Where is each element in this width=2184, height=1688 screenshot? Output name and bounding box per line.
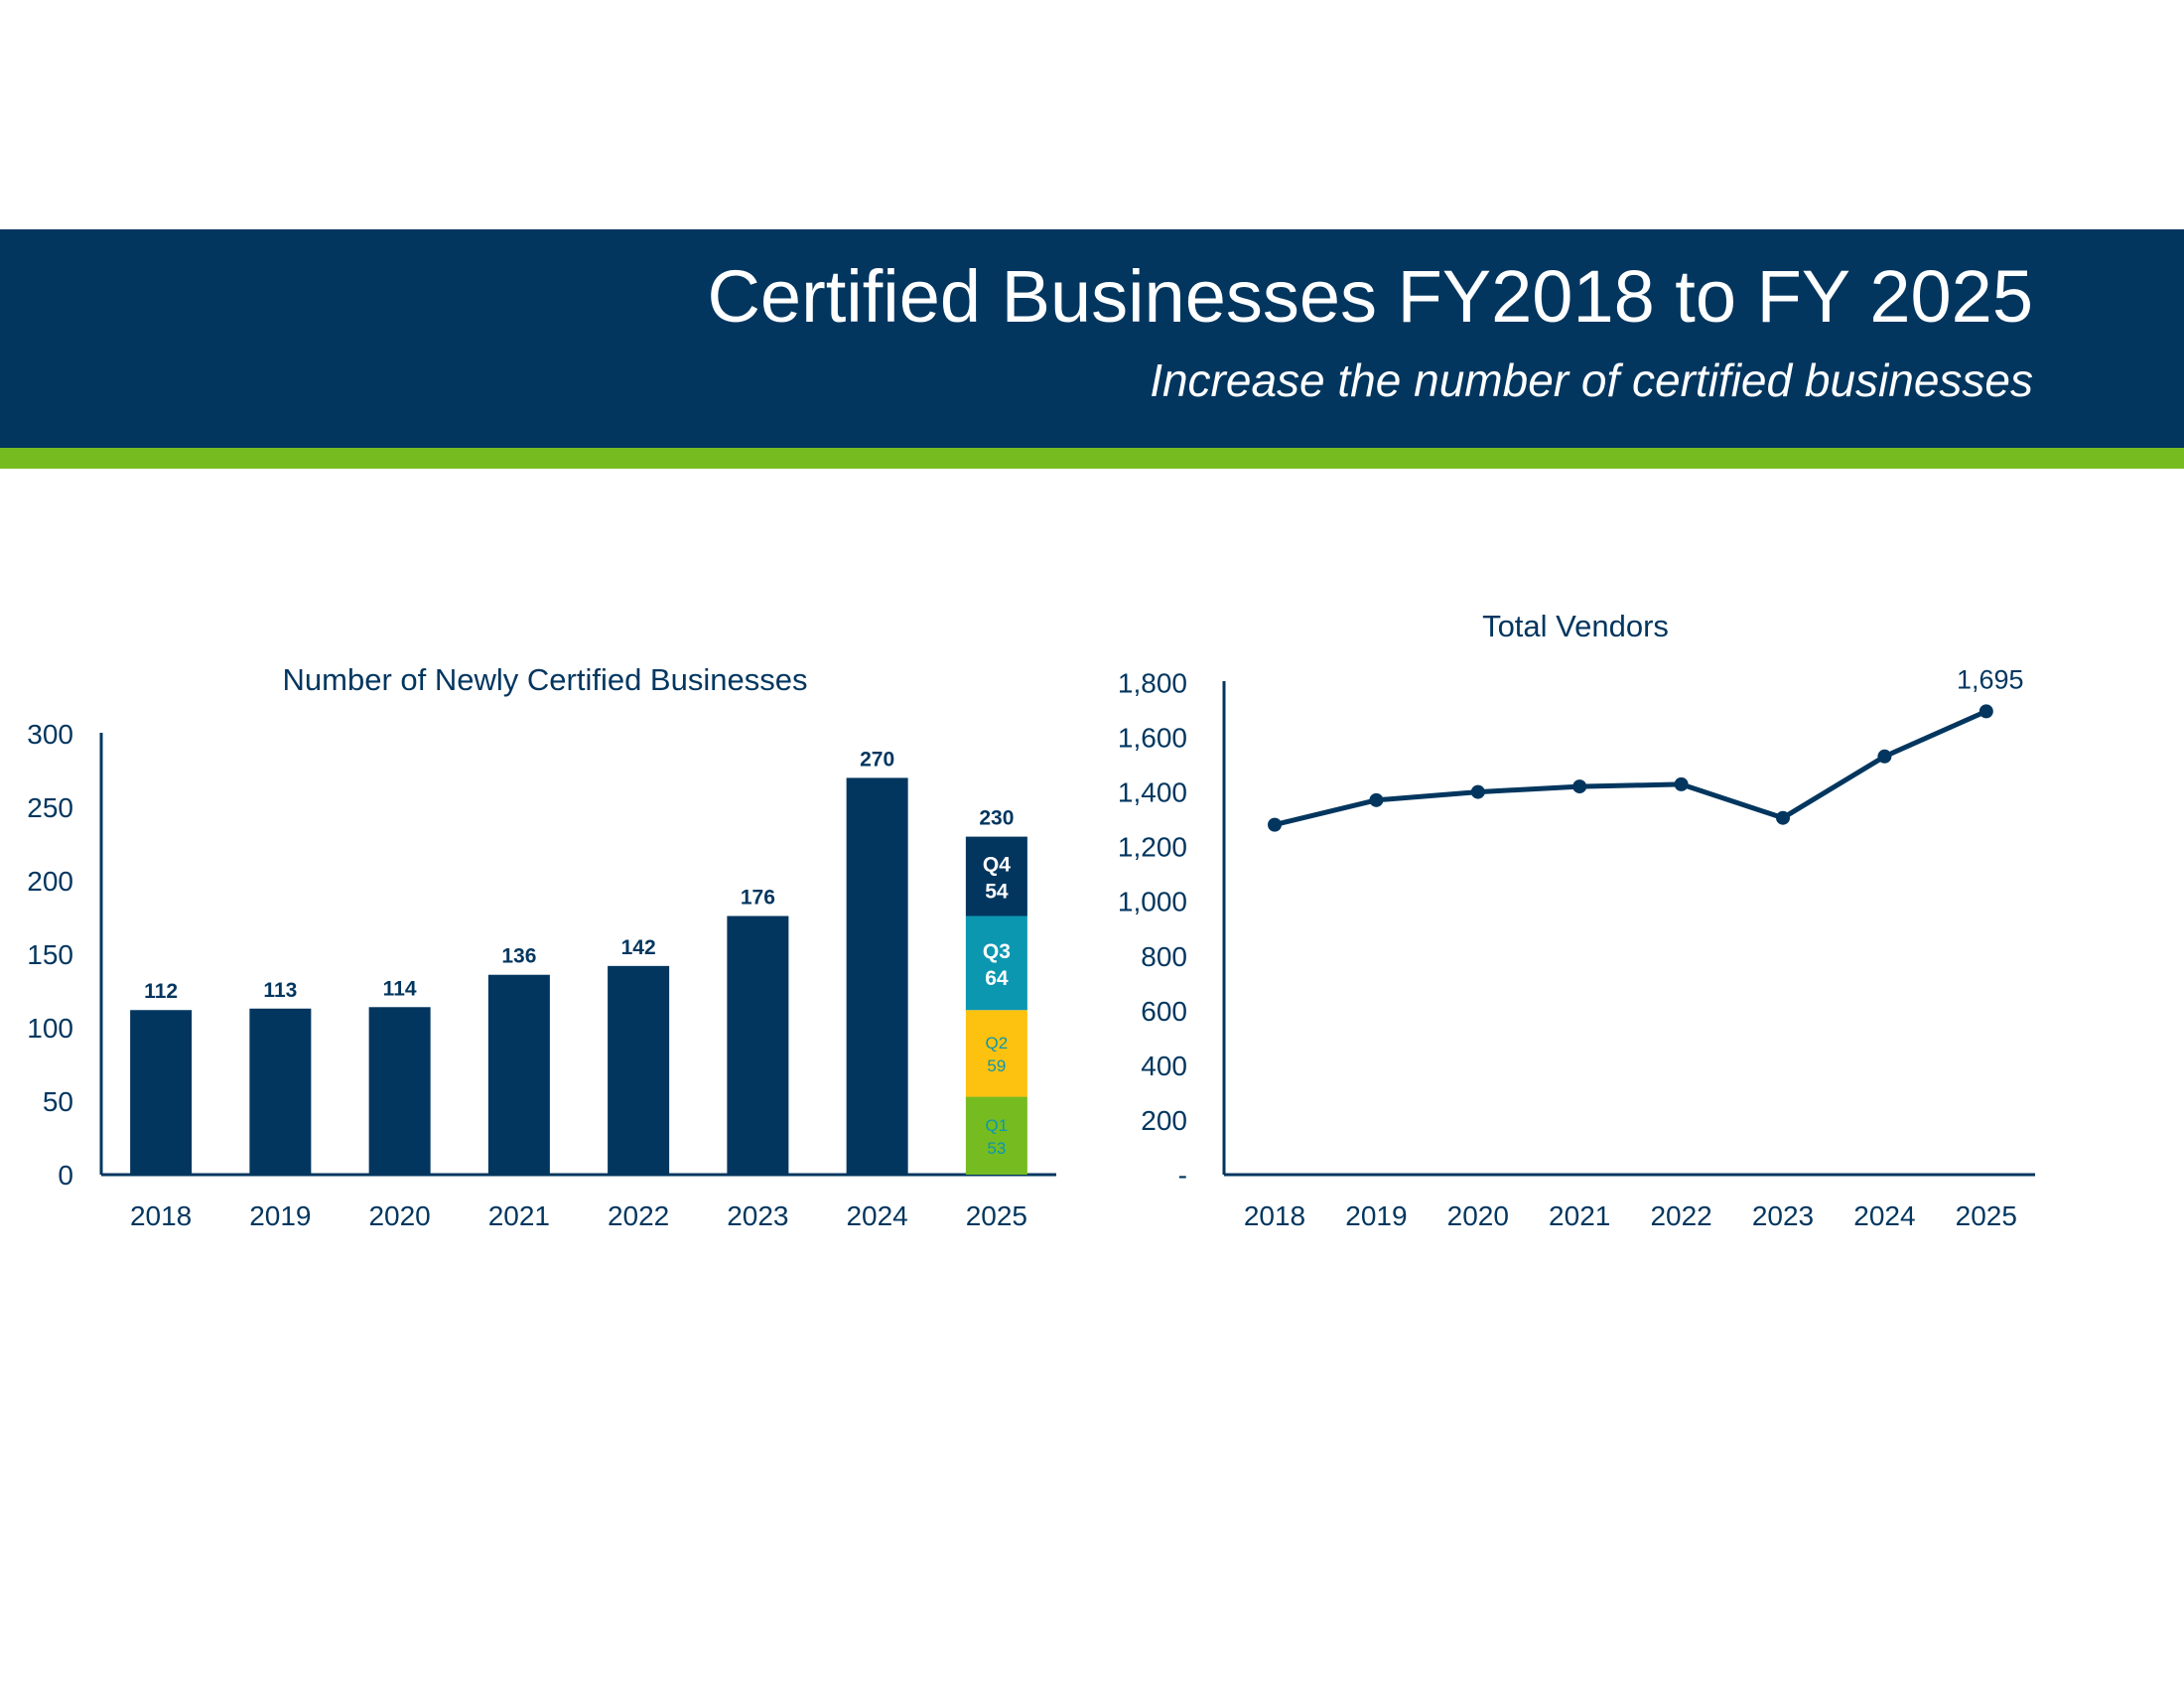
line-y-tick-label: - <box>1178 1160 1187 1191</box>
bar-value-label: 113 <box>263 979 297 1002</box>
line-chart-x-axis-labels: 2018 2019 2020 2021 2022 2023 2024 2025 <box>1244 1200 2017 1231</box>
bar-y-tick-label: 100 <box>27 1013 73 1044</box>
bar-x-tick-label: 2021 <box>488 1200 550 1231</box>
bar-chart-bars: 112 113 114 136 142 176 270 Q1 53 Q2 59 Q3 64 Q4 54 230 <box>130 748 1027 1175</box>
vendors-data-point <box>1470 784 1485 799</box>
header-banner <box>0 229 2184 448</box>
line-chart-title: Total Vendors <box>1482 609 1669 643</box>
line-y-tick-label: 800 <box>1141 941 1187 972</box>
line-y-tick-label: 200 <box>1141 1105 1187 1136</box>
bar <box>487 974 550 1175</box>
vendors-data-point <box>1268 817 1282 832</box>
bar-chart-title: Number of Newly Certified Businesses <box>283 662 808 697</box>
bar <box>608 965 670 1175</box>
bar-x-tick-label: 2019 <box>249 1200 311 1231</box>
segment-quarter-label: Q1 <box>986 1116 1009 1135</box>
bar-y-tick-label: 50 <box>43 1086 73 1117</box>
bar-value-label: 112 <box>144 980 178 1003</box>
bar-value-label: 270 <box>860 748 894 771</box>
line-y-tick-label: 1,800 <box>1118 667 1187 698</box>
line-chart-y-axis-labels: - 200 400 600 800 1,000 1,200 1,400 1,600 1,800 <box>1118 667 1187 1191</box>
vendors-data-point <box>1776 810 1790 825</box>
line-y-tick-label: 1,000 <box>1118 887 1187 917</box>
line-x-tick-label: 2025 <box>1956 1200 2017 1231</box>
line-x-tick-label: 2022 <box>1650 1200 1711 1231</box>
line-y-tick-label: 1,400 <box>1118 777 1187 808</box>
bar-chart-y-axis-labels: 0 50 100 150 200 250 300 <box>27 719 73 1191</box>
stacked-segment-q1 <box>965 1096 1027 1175</box>
bar-x-tick-label: 2022 <box>608 1200 669 1231</box>
segment-quarter-label: Q3 <box>983 940 1011 963</box>
page-title: Certified Businesses FY2018 to FY 2025 <box>707 255 2033 338</box>
line-x-tick-label: 2023 <box>1752 1200 1814 1231</box>
bar-x-tick-label: 2024 <box>846 1200 907 1231</box>
bar-y-tick-label: 0 <box>58 1160 73 1191</box>
line-y-tick-label: 600 <box>1141 996 1187 1027</box>
header-accent-stripe <box>0 448 2184 469</box>
line-chart-series: 1,695 <box>1268 664 2024 832</box>
stacked-segment-q3 <box>965 915 1027 1011</box>
bar <box>368 1007 431 1175</box>
vendors-data-point <box>1369 792 1384 807</box>
segment-value-label: 53 <box>987 1139 1006 1158</box>
bar-y-tick-label: 300 <box>27 719 73 750</box>
page-subtitle: Increase the number of certified busines… <box>1150 354 2033 406</box>
bar-y-tick-label: 250 <box>27 792 73 823</box>
bar-x-tick-label: 2025 <box>966 1200 1027 1231</box>
bar-value-label: 176 <box>741 887 775 910</box>
stacked-segment-q4 <box>965 836 1027 916</box>
line-x-tick-label: 2019 <box>1345 1200 1407 1231</box>
vendors-data-point <box>1877 749 1892 764</box>
segment-quarter-label: Q2 <box>986 1034 1009 1053</box>
line-x-tick-label: 2021 <box>1549 1200 1610 1231</box>
bar <box>249 1008 312 1175</box>
segment-value-label: 64 <box>985 967 1009 990</box>
stacked-segment-q2 <box>965 1010 1027 1097</box>
bar-value-label: 136 <box>501 945 536 968</box>
line-x-tick-label: 2018 <box>1244 1200 1305 1231</box>
bar <box>846 777 908 1175</box>
vendors-data-point <box>1979 704 1993 719</box>
bar-x-tick-label: 2020 <box>368 1200 430 1231</box>
bar-y-tick-label: 150 <box>27 939 73 970</box>
bar-value-label: 114 <box>383 977 417 1000</box>
bar-y-tick-label: 200 <box>27 866 73 897</box>
line-y-tick-label: 1,600 <box>1118 723 1187 754</box>
bar <box>727 915 789 1175</box>
line-y-tick-label: 1,200 <box>1118 832 1187 863</box>
line-y-tick-label: 400 <box>1141 1051 1187 1081</box>
segment-value-label: 54 <box>985 881 1009 904</box>
bar-x-tick-label: 2023 <box>727 1200 788 1231</box>
line-x-tick-label: 2020 <box>1447 1200 1509 1231</box>
vendors-value-annotation: 1,695 <box>1957 664 2024 694</box>
segment-quarter-label: Q4 <box>983 854 1011 877</box>
bar-chart-x-axis-labels: 2018 2019 2020 2021 2022 2023 2024 2025 <box>130 1200 1027 1231</box>
vendors-series-line <box>1274 709 1987 828</box>
bar-x-tick-label: 2018 <box>130 1200 192 1231</box>
bar <box>130 1010 193 1175</box>
bar-value-label: 230 <box>979 807 1014 830</box>
vendors-data-point <box>1572 779 1587 794</box>
bar-value-label: 142 <box>621 936 656 959</box>
vendors-data-point <box>1674 776 1689 791</box>
segment-value-label: 59 <box>987 1056 1006 1075</box>
line-x-tick-label: 2024 <box>1853 1200 1915 1231</box>
